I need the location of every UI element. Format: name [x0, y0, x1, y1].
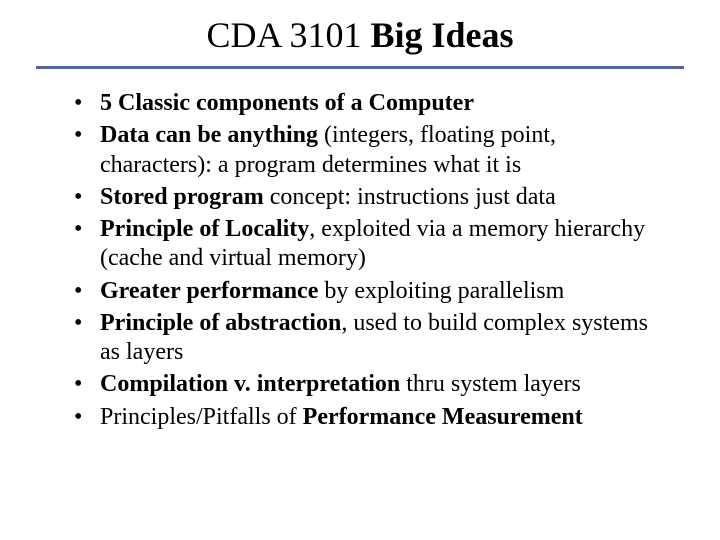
list-item: 5 Classic components of a Computer — [72, 89, 670, 118]
title-prefix: CDA 3101 — [206, 15, 370, 55]
bullet-bold: Principle of abstraction — [100, 310, 341, 336]
title-bold: Big Ideas — [370, 15, 513, 55]
bullet-bold: Performance Measurement — [303, 404, 583, 430]
content-area: 5 Classic components of a Computer Data … — [0, 89, 720, 432]
bullet-list: 5 Classic components of a Computer Data … — [72, 89, 670, 432]
list-item: Principles/Pitfalls of Performance Measu… — [72, 403, 670, 432]
list-item: Principle of Locality, exploited via a m… — [72, 215, 670, 274]
bullet-bold: Data can be anything — [100, 122, 318, 148]
bullet-rest: concept: instructions just data — [264, 184, 556, 210]
bullet-bold: Principle of Locality — [100, 216, 309, 242]
bullet-rest: by exploiting parallelism — [318, 278, 564, 304]
bullet-pre: Principles/Pitfalls of — [100, 404, 303, 430]
bullet-bold: Compilation v. interpretation — [100, 371, 400, 397]
list-item: Greater performance by exploiting parall… — [72, 277, 670, 306]
bullet-bold: Stored program — [100, 184, 264, 210]
title-underline — [36, 66, 684, 69]
slide-title: CDA 3101 Big Ideas — [0, 0, 720, 66]
bullet-bold: 5 Classic components of a Computer — [100, 90, 474, 116]
bullet-bold: Greater performance — [100, 278, 318, 304]
list-item: Data can be anything (integers, floating… — [72, 121, 670, 180]
list-item: Principle of abstraction, used to build … — [72, 309, 670, 368]
bullet-rest: thru system layers — [400, 371, 581, 397]
list-item: Compilation v. interpretation thru syste… — [72, 370, 670, 399]
list-item: Stored program concept: instructions jus… — [72, 183, 670, 212]
